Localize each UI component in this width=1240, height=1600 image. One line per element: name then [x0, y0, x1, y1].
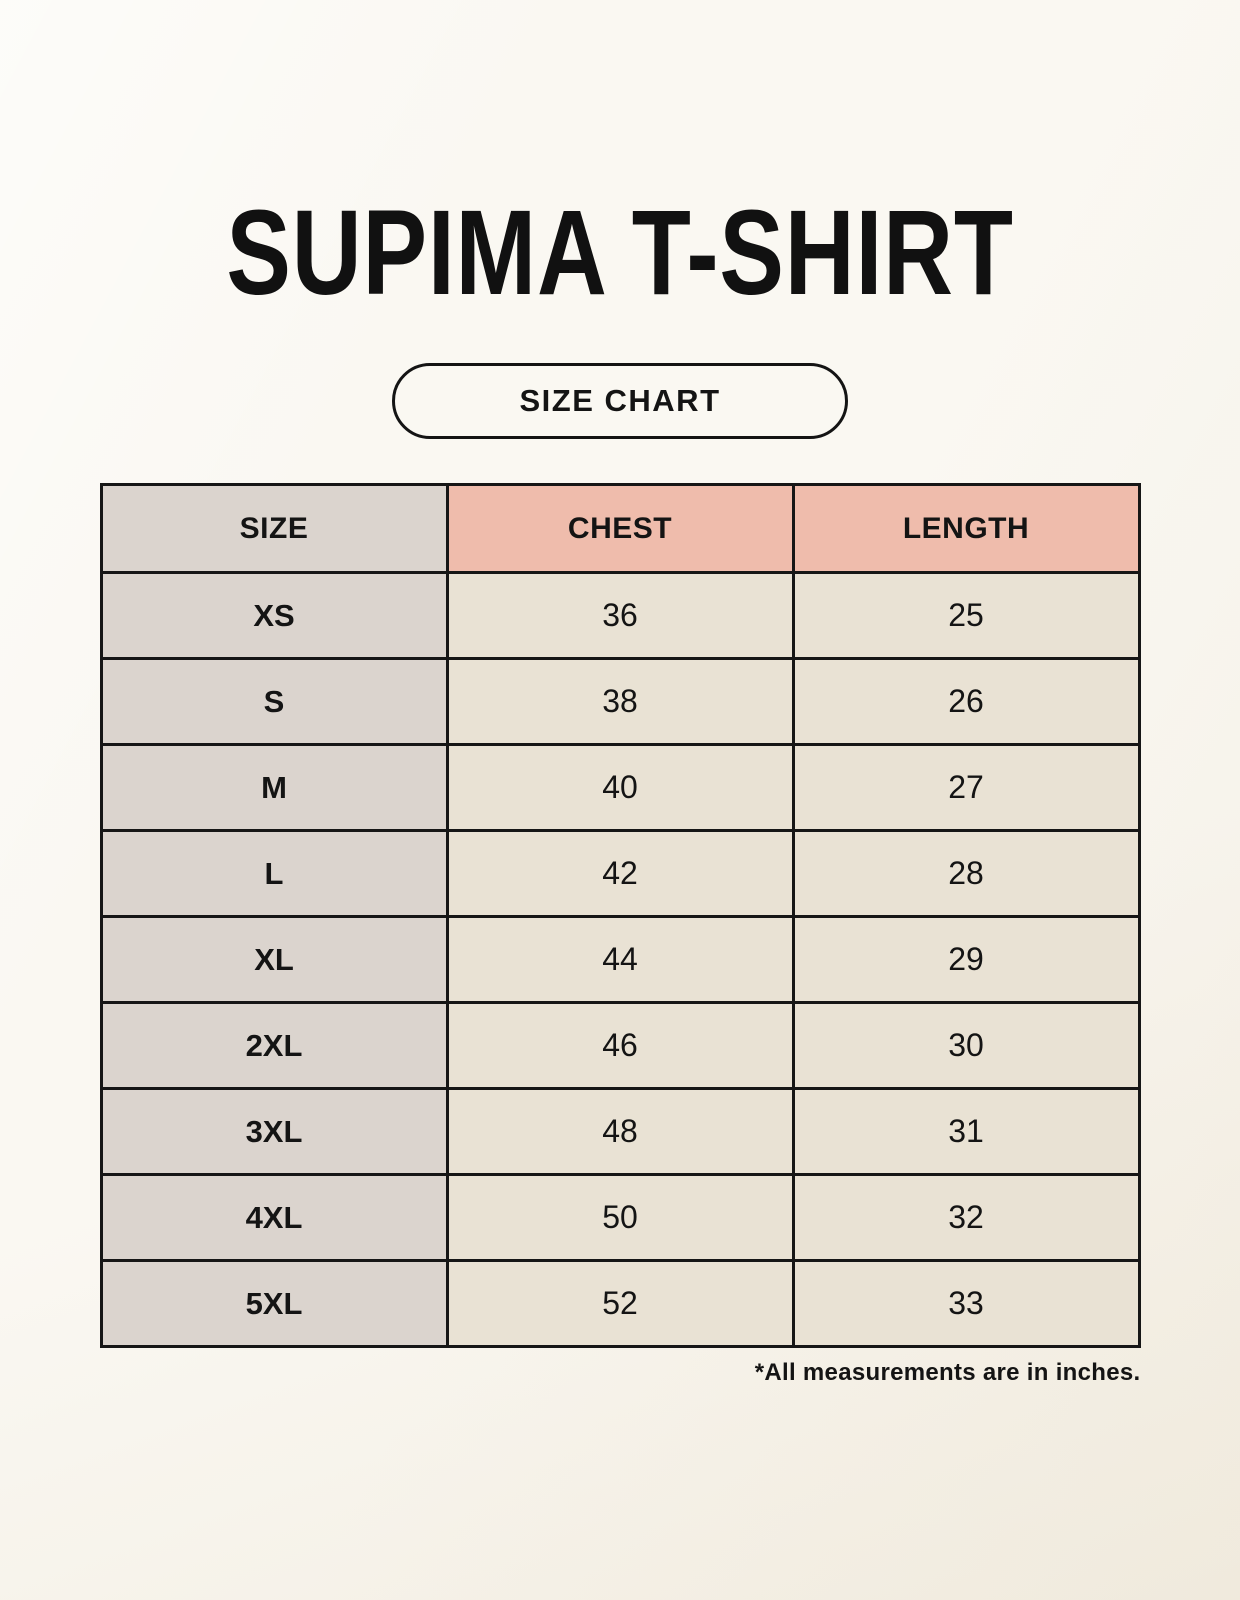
- page-title: SUPIMA T-SHIRT: [226, 184, 1014, 320]
- chest-value-cell: 44: [445, 915, 795, 1004]
- length-value-cell: 25: [791, 571, 1141, 660]
- badge-area: SIZE CHART: [0, 363, 1240, 439]
- size-chart-badge: SIZE CHART: [392, 363, 848, 439]
- table-row: M 40 27: [99, 743, 1141, 832]
- size-table: SIZE CHEST LENGTH XS 36 25 S 38 26 M 40 …: [99, 483, 1141, 1348]
- length-value-cell: 30: [791, 1001, 1141, 1090]
- title-area: SUPIMA T-SHIRT: [0, 0, 1240, 313]
- column-header-length: LENGTH: [791, 483, 1141, 574]
- table-row: 4XL 50 32: [99, 1173, 1141, 1262]
- length-value-cell: 32: [791, 1173, 1141, 1262]
- chest-value-cell: 50: [445, 1173, 795, 1262]
- table-row: L 42 28: [99, 829, 1141, 918]
- length-value-cell: 29: [791, 915, 1141, 1004]
- size-label-cell: S: [99, 657, 449, 746]
- size-label-cell: XS: [99, 571, 449, 660]
- chest-value-cell: 52: [445, 1259, 795, 1348]
- column-header-chest: CHEST: [445, 483, 795, 574]
- size-label-cell: L: [99, 829, 449, 918]
- size-label-cell: 3XL: [99, 1087, 449, 1176]
- table-row: 3XL 48 31: [99, 1087, 1141, 1176]
- chest-value-cell: 42: [445, 829, 795, 918]
- size-label-cell: M: [99, 743, 449, 832]
- table-row: XS 36 25: [99, 571, 1141, 660]
- length-value-cell: 28: [791, 829, 1141, 918]
- size-label-cell: XL: [99, 915, 449, 1004]
- table-row: XL 44 29: [99, 915, 1141, 1004]
- chest-value-cell: 46: [445, 1001, 795, 1090]
- chest-value-cell: 38: [445, 657, 795, 746]
- size-label-cell: 5XL: [99, 1259, 449, 1348]
- table-row: 2XL 46 30: [99, 1001, 1141, 1090]
- table-row: 5XL 52 33: [99, 1259, 1141, 1348]
- length-value-cell: 27: [791, 743, 1141, 832]
- chest-value-cell: 40: [445, 743, 795, 832]
- size-chart-page: SUPIMA T-SHIRT SIZE CHART SIZE CHEST LEN…: [0, 0, 1240, 1386]
- length-value-cell: 26: [791, 657, 1141, 746]
- size-label-cell: 2XL: [99, 1001, 449, 1090]
- column-header-size: SIZE: [99, 483, 449, 574]
- measurements-footnote: *All measurements are in inches.: [754, 1359, 1141, 1386]
- size-label-cell: 4XL: [99, 1173, 449, 1262]
- length-value-cell: 31: [791, 1087, 1141, 1176]
- table-row: S 38 26: [99, 657, 1141, 746]
- chest-value-cell: 36: [445, 571, 795, 660]
- table-header-row: SIZE CHEST LENGTH: [99, 483, 1141, 574]
- length-value-cell: 33: [791, 1259, 1141, 1348]
- size-chart-badge-label: SIZE CHART: [519, 383, 721, 418]
- chest-value-cell: 48: [445, 1087, 795, 1176]
